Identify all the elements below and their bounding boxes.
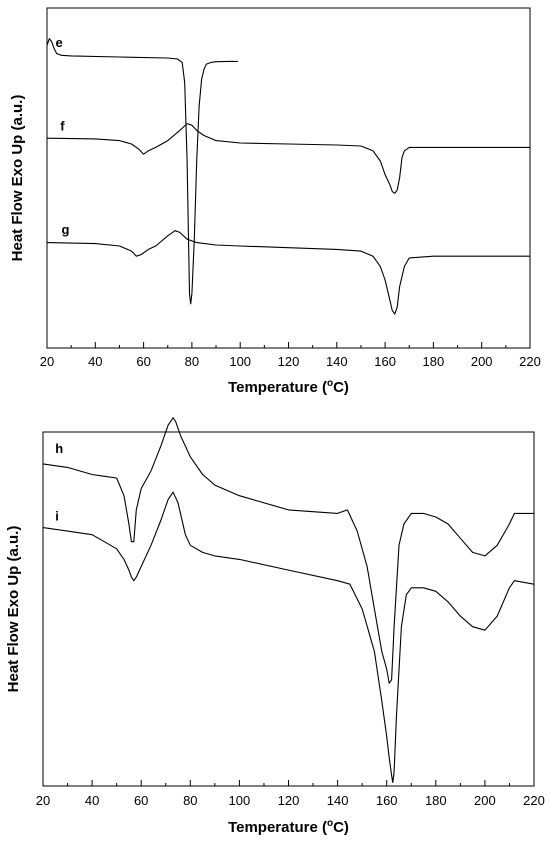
curve-label-h: h [55, 441, 63, 456]
x-tick-label: 220 [523, 793, 545, 808]
curve-label-g: g [61, 222, 69, 237]
x-tick-label: 60 [134, 793, 148, 808]
x-tick-label: 140 [326, 354, 348, 369]
series-line-e [46, 38, 238, 305]
x-axis-title: Temperature (oC) [228, 818, 349, 836]
y-axis-title: Heat Flow Exo Up (a.u.) [5, 526, 22, 693]
x-tick-label: 40 [85, 793, 99, 808]
chart-panel-bottom: 20 40 60 80 100 120 140 160 180 200 220 Temperature… [5, 417, 545, 836]
x-axis-title: Temperature (oC) [228, 378, 349, 396]
plot-frame [42, 431, 535, 787]
y-axis-title: Heat Flow Exo Up (a.u.) [9, 95, 26, 262]
x-tick-label: 160 [376, 793, 398, 808]
x-tick-label: 80 [185, 354, 199, 369]
series-line-h [42, 417, 534, 684]
chart-panel-top: 20 40 60 80 100 120 140 160 180 200 220 Temperature… [9, 7, 541, 396]
curve-label-i: i [55, 509, 59, 524]
series-line-i [42, 491, 535, 784]
x-tick-label: 40 [88, 354, 102, 369]
x-tick-label: 80 [183, 793, 197, 808]
series-line-g [46, 230, 530, 315]
x-tick-label: 140 [327, 793, 349, 808]
x-tick-label: 20 [40, 354, 54, 369]
x-tick-label: 60 [136, 354, 150, 369]
x-tick-label: 20 [36, 793, 50, 808]
x-tick-label: 180 [425, 793, 447, 808]
x-tick-label: 100 [229, 354, 251, 369]
x-tick-label: 160 [374, 354, 396, 369]
x-tick-label: 120 [278, 354, 300, 369]
x-tick-label: 200 [471, 354, 493, 369]
x-tick-label: 180 [423, 354, 445, 369]
x-tick-label: 120 [278, 793, 300, 808]
x-tick-label: 220 [519, 354, 541, 369]
series-line-f [46, 123, 530, 194]
x-tick-label: 200 [474, 793, 496, 808]
curve-label-e: e [55, 35, 62, 50]
plot-frame [46, 7, 531, 349]
curve-label-f: f [60, 118, 65, 133]
x-tick-label: 100 [229, 793, 251, 808]
